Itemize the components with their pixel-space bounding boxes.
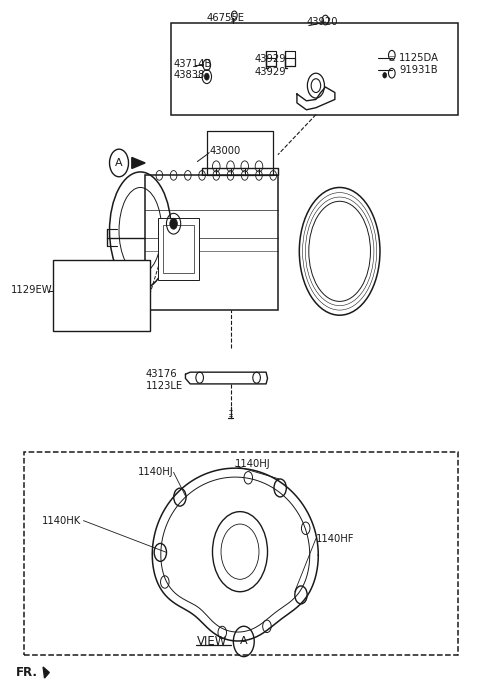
Text: 43838: 43838 [174,70,205,80]
Text: 1140HJ: 1140HJ [138,467,174,477]
Text: 1140HF: 1140HF [316,534,354,544]
Text: VIEW: VIEW [197,635,228,648]
Circle shape [383,72,386,78]
Bar [53,260,150,331]
Polygon shape [132,157,145,168]
Circle shape [170,219,178,229]
Text: 46755E: 46755E [207,13,245,23]
Text: 1123LE: 1123LE [146,381,183,391]
Bar [171,24,458,115]
Text: 1140HK: 1140HK [42,516,82,525]
Circle shape [204,73,209,80]
Text: 43920: 43920 [306,17,338,27]
Text: 43000: 43000 [209,146,240,156]
Text: 1125DA: 1125DA [399,53,439,63]
Text: 43929: 43929 [254,67,286,77]
Circle shape [92,294,99,305]
Polygon shape [43,667,49,678]
Bar [24,452,458,655]
Text: FR.: FR. [16,666,38,679]
Circle shape [96,281,104,294]
Text: 41467: 41467 [105,274,136,284]
Text: 1129EW: 1129EW [12,285,53,295]
Text: 43714B: 43714B [174,58,212,68]
Bar [158,219,199,280]
Text: A: A [240,636,248,647]
Text: 41466: 41466 [75,313,107,324]
Text: 41463: 41463 [55,261,86,271]
Text: 1140HJ: 1140HJ [235,459,271,469]
Bar [145,175,278,310]
Text: 43929: 43929 [254,54,286,65]
Text: A: A [115,158,123,168]
Text: 91931B: 91931B [399,65,438,74]
Text: 43176: 43176 [146,369,178,379]
Bar [163,225,194,274]
